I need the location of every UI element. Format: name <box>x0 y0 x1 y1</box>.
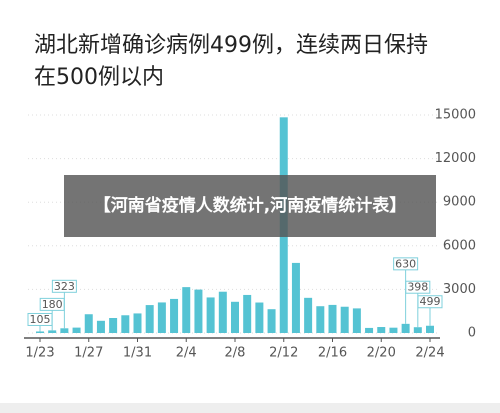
bar <box>96 320 105 333</box>
x-tick-label: 2/4 <box>176 346 197 361</box>
value-label: 105 <box>30 313 51 326</box>
y-tick-label: 0 <box>468 326 476 341</box>
bar <box>109 318 118 333</box>
bar <box>133 313 142 333</box>
bar <box>231 301 239 333</box>
y-tick-label: 6000 <box>443 238 476 253</box>
footer-band <box>0 403 500 413</box>
bar <box>157 302 166 333</box>
value-label: 180 <box>42 298 63 311</box>
bar <box>352 308 361 333</box>
y-tick-label: 12000 <box>435 151 476 166</box>
x-tick-label: 2/8 <box>225 346 246 361</box>
bar <box>291 262 300 333</box>
x-tick-label: 1/27 <box>74 346 103 361</box>
overlay-banner: 【河南省疫情人数统计,河南疫情统计表】 <box>64 175 436 237</box>
bar <box>365 327 374 333</box>
x-tick-label: 2/24 <box>415 346 444 361</box>
bar <box>36 331 44 333</box>
bar <box>413 327 422 333</box>
bar <box>121 315 130 333</box>
x-tick-label: 1/23 <box>25 346 54 361</box>
bar <box>182 287 191 333</box>
bar <box>267 309 276 333</box>
bar <box>328 304 337 333</box>
value-label-box <box>51 279 77 293</box>
x-tick-label: 2/12 <box>269 346 298 361</box>
value-label: 499 <box>420 295 441 308</box>
x-tick-label: 2/20 <box>367 346 396 361</box>
chart-title: 湖北新增确诊病例499例，连续两日保持在500例以内 <box>34 33 428 90</box>
bar <box>377 327 386 333</box>
y-tick-label: 15000 <box>435 108 476 123</box>
bar <box>316 306 325 333</box>
bar <box>304 297 313 333</box>
y-tick-label: 9000 <box>443 195 476 210</box>
value-label-box <box>393 257 419 271</box>
value-label: 630 <box>395 257 416 270</box>
x-tick-label: 2/16 <box>318 346 347 361</box>
value-label-box <box>405 280 431 294</box>
bar <box>194 289 203 333</box>
bar <box>426 325 434 333</box>
bar <box>84 314 93 333</box>
bar <box>243 294 252 333</box>
bar <box>389 327 398 333</box>
y-tick-label: 3000 <box>443 282 476 297</box>
bar <box>48 330 57 333</box>
bar <box>145 305 154 333</box>
value-label-box <box>417 295 443 309</box>
bar <box>255 302 264 333</box>
bar <box>170 298 179 333</box>
bar <box>401 323 410 333</box>
bar <box>340 306 349 333</box>
bar <box>72 327 81 333</box>
bar <box>218 291 227 333</box>
value-label: 323 <box>54 280 75 293</box>
bar <box>206 297 215 333</box>
x-tick-label: 1/31 <box>123 346 152 361</box>
value-label: 398 <box>407 281 428 294</box>
bar <box>60 328 69 333</box>
